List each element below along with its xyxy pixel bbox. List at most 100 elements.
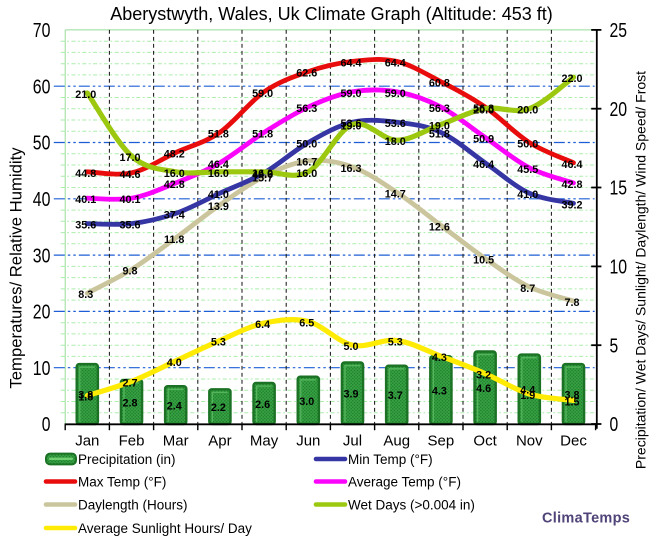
svg-text:8.7: 8.7 <box>520 283 535 295</box>
svg-text:2.4: 2.4 <box>167 401 182 413</box>
svg-text:4.3: 4.3 <box>432 386 447 398</box>
svg-text:40.1: 40.1 <box>75 194 96 206</box>
svg-text:20: 20 <box>610 99 628 121</box>
svg-text:6.5: 6.5 <box>299 318 314 330</box>
svg-text:Average Temp (°F): Average Temp (°F) <box>348 474 461 489</box>
svg-text:Sep: Sep <box>428 432 455 449</box>
svg-text:1.5: 1.5 <box>564 396 579 408</box>
svg-text:56.3: 56.3 <box>429 103 450 115</box>
svg-text:40: 40 <box>33 189 51 211</box>
svg-text:46.4: 46.4 <box>208 159 229 171</box>
svg-text:30: 30 <box>33 245 51 267</box>
svg-text:53.6: 53.6 <box>340 118 361 130</box>
svg-text:46.4: 46.4 <box>473 159 494 171</box>
svg-text:25: 25 <box>610 20 628 42</box>
svg-text:Oct: Oct <box>473 432 497 449</box>
svg-text:Nov: Nov <box>516 432 543 449</box>
svg-text:ClimaTemps: ClimaTemps <box>542 511 630 527</box>
svg-text:44.6: 44.6 <box>252 169 273 181</box>
svg-text:56.3: 56.3 <box>296 103 317 115</box>
svg-text:44.6: 44.6 <box>119 169 140 181</box>
svg-text:5: 5 <box>610 335 619 357</box>
svg-text:2.6: 2.6 <box>255 399 270 411</box>
svg-text:4.6: 4.6 <box>476 383 491 395</box>
svg-text:7.8: 7.8 <box>564 297 579 309</box>
svg-text:3.7: 3.7 <box>388 390 403 402</box>
svg-text:64.4: 64.4 <box>340 57 361 69</box>
svg-text:5.3: 5.3 <box>388 337 403 349</box>
svg-text:22.0: 22.0 <box>561 73 582 85</box>
svg-text:2.7: 2.7 <box>122 377 137 389</box>
svg-text:59.0: 59.0 <box>385 88 406 100</box>
svg-text:13.9: 13.9 <box>208 201 229 213</box>
svg-text:20.0: 20.0 <box>517 105 538 117</box>
svg-text:19.0: 19.0 <box>340 121 361 133</box>
svg-text:35.6: 35.6 <box>119 220 140 232</box>
svg-text:5.0: 5.0 <box>343 341 358 353</box>
svg-text:60.8: 60.8 <box>429 78 450 90</box>
svg-text:16.7: 16.7 <box>296 157 317 169</box>
svg-text:59.0: 59.0 <box>340 88 361 100</box>
svg-text:Mar: Mar <box>163 432 189 449</box>
svg-text:64.4: 64.4 <box>385 57 406 69</box>
svg-text:51.8: 51.8 <box>208 128 229 140</box>
svg-text:40.1: 40.1 <box>119 194 140 206</box>
svg-text:14.7: 14.7 <box>385 188 406 200</box>
svg-text:19.0: 19.0 <box>429 121 450 133</box>
svg-text:Aberystwyth, Wales, Uk Climate: Aberystwyth, Wales, Uk Climate Graph (Al… <box>110 4 553 24</box>
svg-text:Jun: Jun <box>296 432 320 449</box>
svg-text:50.0: 50.0 <box>517 139 538 151</box>
svg-text:0: 0 <box>610 414 619 436</box>
svg-text:51.8: 51.8 <box>252 128 273 140</box>
svg-text:56.3: 56.3 <box>473 103 494 115</box>
svg-text:Feb: Feb <box>119 432 145 449</box>
svg-text:62.6: 62.6 <box>296 68 317 80</box>
svg-text:70: 70 <box>33 20 51 42</box>
svg-text:Aug: Aug <box>383 432 410 449</box>
svg-text:48.2: 48.2 <box>164 149 185 161</box>
svg-text:15: 15 <box>610 178 628 200</box>
svg-text:2.8: 2.8 <box>122 397 137 409</box>
svg-text:Daylength (Hours): Daylength (Hours) <box>78 497 188 512</box>
svg-text:50.0: 50.0 <box>296 139 317 151</box>
svg-text:45.5: 45.5 <box>517 164 538 176</box>
svg-text:0: 0 <box>42 414 51 436</box>
svg-text:59.0: 59.0 <box>252 88 273 100</box>
svg-text:17.0: 17.0 <box>119 152 140 164</box>
svg-text:1.8: 1.8 <box>78 392 93 404</box>
svg-text:20.0: 20.0 <box>473 105 494 117</box>
svg-text:18.0: 18.0 <box>385 136 406 148</box>
svg-text:Precipitation/ Wet Days/ Sunli: Precipitation/ Wet Days/ Sunlight/ Dayle… <box>633 71 649 469</box>
svg-text:3.9: 3.9 <box>343 389 358 401</box>
svg-text:10: 10 <box>610 257 628 279</box>
svg-text:Jul: Jul <box>343 432 362 449</box>
svg-text:Apr: Apr <box>208 432 231 449</box>
svg-text:11.8: 11.8 <box>164 234 184 246</box>
svg-text:Dec: Dec <box>560 432 587 449</box>
svg-text:Min Temp (°F): Min Temp (°F) <box>348 452 433 467</box>
svg-text:3.0: 3.0 <box>299 396 314 408</box>
svg-text:60: 60 <box>33 76 51 98</box>
svg-text:42.8: 42.8 <box>164 179 185 191</box>
svg-text:16.0: 16.0 <box>164 168 185 180</box>
svg-text:2.2: 2.2 <box>211 402 226 414</box>
svg-text:May: May <box>250 432 279 449</box>
svg-text:51.8: 51.8 <box>429 128 450 140</box>
svg-text:4.4: 4.4 <box>520 385 535 397</box>
svg-text:50.9: 50.9 <box>473 133 494 145</box>
svg-text:3.8: 3.8 <box>78 389 93 401</box>
svg-text:Max Temp (°F): Max Temp (°F) <box>78 474 166 489</box>
svg-text:16.0: 16.0 <box>296 168 317 180</box>
svg-text:Temperatures/ Relative Humidit: Temperatures/ Relative Humidity <box>7 147 26 389</box>
svg-text:46.4: 46.4 <box>561 159 582 171</box>
svg-text:35.6: 35.6 <box>75 220 96 232</box>
svg-text:42.8: 42.8 <box>561 179 582 191</box>
svg-text:1.9: 1.9 <box>520 390 535 402</box>
svg-text:20: 20 <box>33 302 51 324</box>
svg-text:4.3: 4.3 <box>432 352 447 364</box>
svg-text:37.4: 37.4 <box>164 209 185 221</box>
svg-text:Precipitation (in): Precipitation (in) <box>78 452 176 467</box>
svg-text:5.3: 5.3 <box>211 337 226 349</box>
svg-text:16.3: 16.3 <box>340 163 361 175</box>
svg-text:Average Sunlight Hours/ Day: Average Sunlight Hours/ Day <box>78 521 252 536</box>
